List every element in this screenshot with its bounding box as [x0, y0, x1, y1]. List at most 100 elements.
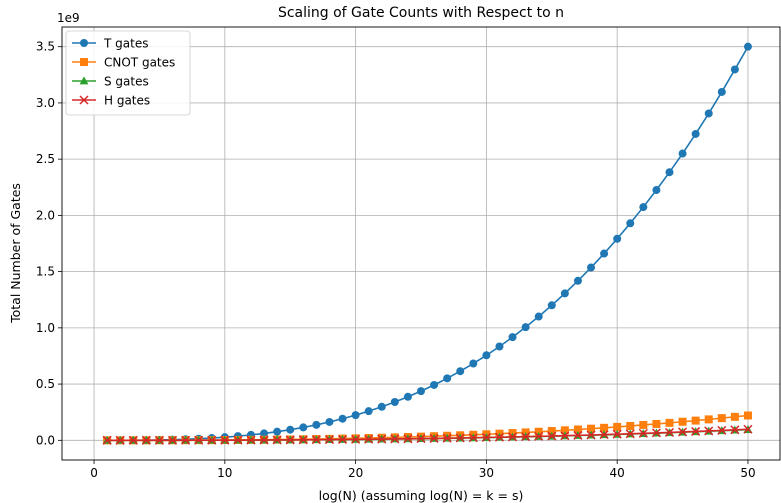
- t-gates-point: [730, 65, 739, 74]
- t-gates-point: [665, 168, 674, 177]
- t-gates-point: [639, 203, 648, 212]
- y-axis-label: Total Number of Gates: [8, 183, 23, 324]
- marker-stroke: [390, 434, 400, 444]
- t-gates-point: [364, 407, 373, 416]
- chart-title: Scaling of Gate Counts with Respect to n: [278, 5, 564, 21]
- marker-stroke: [743, 424, 753, 434]
- marker-stroke: [704, 426, 714, 436]
- marker-stroke: [481, 432, 491, 443]
- h-gates-point: [573, 430, 583, 440]
- legend-label: S gates: [104, 75, 149, 89]
- y-tick-label: 2.0: [36, 208, 55, 222]
- h-gates-point: [560, 431, 570, 441]
- h-gates-point: [194, 435, 204, 445]
- legend-marker: [79, 95, 89, 105]
- x-tick-label: 20: [348, 466, 363, 480]
- h-gates-point: [508, 432, 518, 442]
- t-gates-point: [717, 87, 726, 96]
- axis-ticks: 0 10 20 30 40 50 0.0 0.5 1.0 1.5 2.0 2.5 3.0 3.5: [36, 40, 756, 480]
- legend-entry-s-gates: S gates: [72, 75, 149, 89]
- legend-marker: [80, 39, 88, 47]
- h-gates-point: [141, 435, 151, 445]
- t-gates-point: [652, 186, 661, 195]
- x-tick-label: 50: [740, 466, 755, 480]
- h-gates-point: [259, 435, 269, 445]
- t-gates-point: [521, 323, 530, 332]
- t-gates-point: [560, 289, 569, 298]
- y-axis-offset-label: 1e9: [57, 11, 80, 25]
- h-gates-point: [207, 435, 217, 445]
- legend: T gates CNOT gates S gates H gates: [65, 30, 191, 116]
- t-gates-point: [260, 429, 269, 438]
- t-gates-point: [338, 414, 347, 423]
- t-gates-point: [377, 402, 386, 411]
- t-gates-point: [456, 367, 465, 376]
- h-gates-point: [442, 433, 452, 443]
- cnot-gates-point: [691, 416, 700, 425]
- t-gates-point: [508, 333, 517, 342]
- cnot-gates-point: [560, 426, 569, 435]
- cnot-gates-point: [613, 422, 622, 431]
- x-tick-label: 30: [479, 466, 494, 480]
- t-gates-point: [743, 42, 752, 51]
- y-tick-label: 3.5: [36, 40, 55, 54]
- legend-label: T gates: [103, 37, 148, 51]
- t-gates-point: [390, 398, 399, 407]
- marker-stroke: [612, 429, 622, 439]
- h-gates-point: [678, 427, 688, 437]
- marker-stroke: [364, 434, 374, 444]
- t-gates-point: [312, 420, 321, 429]
- marker-stroke: [154, 435, 164, 445]
- t-gates-point: [534, 312, 543, 321]
- h-gates-point: [481, 432, 491, 443]
- t-gates-point: [573, 276, 582, 285]
- cnot-gates-point: [587, 424, 596, 433]
- h-gates-point: [429, 433, 439, 443]
- h-gates-point: [246, 435, 256, 445]
- t-gates-point: [417, 387, 425, 396]
- h-gates-point: [233, 435, 243, 445]
- marker-stroke: [508, 432, 518, 442]
- h-gates-point: [717, 425, 727, 435]
- legend-entry-cnot-gates: CNOT gates: [72, 56, 175, 70]
- cnot-gates-point: [678, 417, 687, 426]
- marker-stroke: [586, 430, 596, 440]
- cnot-gates-point: [730, 412, 739, 421]
- h-gates-point: [128, 435, 138, 445]
- t-gates-point: [403, 392, 412, 401]
- h-gates-point: [311, 435, 321, 445]
- plot-frame: [61, 26, 781, 461]
- plot-series: [102, 42, 753, 445]
- t-gates-point: [351, 411, 360, 420]
- h-gates-point: [651, 428, 661, 438]
- marker-stroke: [599, 430, 609, 440]
- t-gates-point: [286, 425, 295, 434]
- marker-stroke: [691, 426, 701, 436]
- h-gates-point: [547, 431, 557, 441]
- marker-stroke: [455, 433, 465, 443]
- marker-stroke: [494, 432, 505, 442]
- marker-stroke: [638, 428, 648, 438]
- t-gates-point: [547, 301, 556, 310]
- marker-stroke: [521, 432, 531, 442]
- marker-stroke: [259, 435, 269, 445]
- cnot-gates-point: [743, 411, 752, 420]
- marker-stroke: [560, 431, 570, 441]
- marker-stroke: [651, 428, 661, 438]
- marker-stroke: [337, 434, 348, 445]
- marker-stroke: [678, 427, 688, 437]
- h-gates-point: [154, 435, 164, 445]
- legend-box: [65, 30, 191, 116]
- h-gates-point: [468, 433, 478, 443]
- y-tick-label: 0.0: [36, 433, 55, 447]
- h-gates-point: [272, 435, 282, 445]
- h-gates-point: [351, 434, 361, 444]
- h-gates-point: [285, 435, 295, 445]
- marker-stroke: [664, 427, 675, 437]
- h-gates-point: [337, 434, 348, 445]
- marker-stroke: [194, 435, 204, 445]
- y-tick-label: 2.5: [36, 152, 55, 166]
- marker-stroke: [181, 435, 191, 445]
- h-gates-point: [625, 429, 635, 439]
- h-gates-line: [107, 428, 748, 442]
